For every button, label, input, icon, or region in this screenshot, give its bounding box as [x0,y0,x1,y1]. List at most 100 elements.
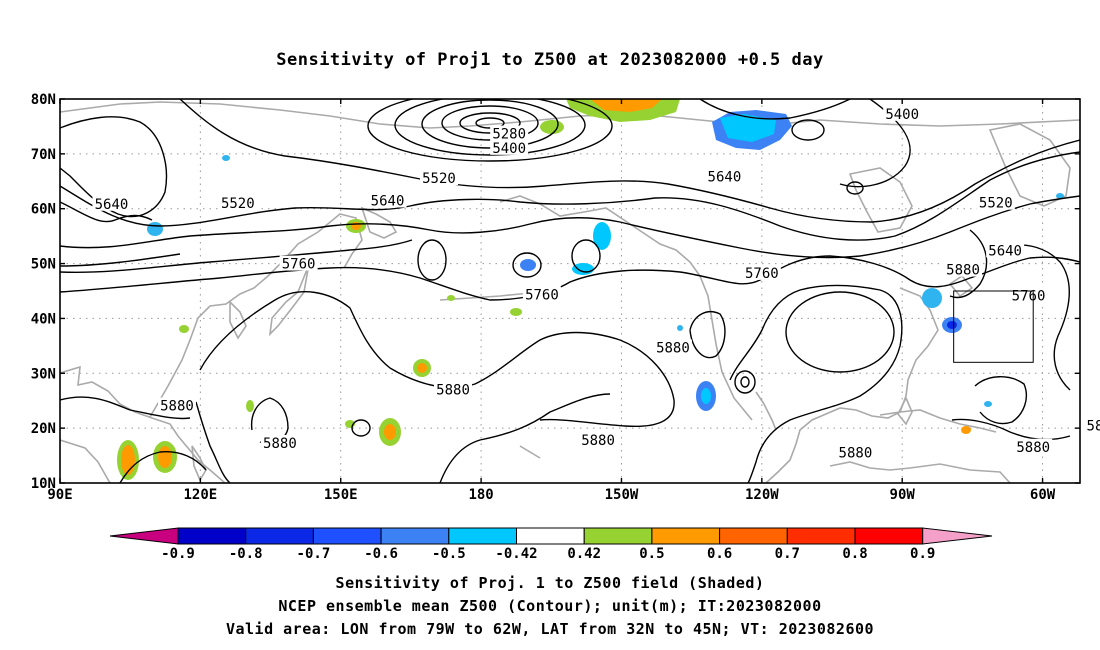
lon-label: 150W [605,487,639,503]
colorbar-label: -0.7 [297,546,331,562]
contour-label: 5880 [656,341,690,357]
contour-5880 [195,401,231,483]
contour-label-bg [157,397,196,413]
colorbar-label: -0.8 [229,546,263,562]
colorbar-box [177,527,247,545]
footer-caption-shading: Sensitivity of Proj. 1 to Z500 field (Sh… [335,574,765,592]
contour-label-bg [986,242,1025,258]
contour-5700 [60,239,413,273]
footer-caption-valid-area: Valid area: LON from 79W to 62W, LAT fro… [225,620,875,638]
sensitivity-shading [117,99,1064,480]
contour-label-bg [1084,417,1100,433]
negative-patch [572,263,594,275]
contour-5580 [60,151,1080,241]
map-axes: 90E 120E 150E 180 150W 120W 90W 60W 80N 70N 60N 50N… [31,92,1080,503]
negative-patch [1056,193,1064,199]
contour-5340 [421,99,559,149]
lat-label: 50N [31,257,56,273]
coastline-korea [229,300,247,340]
positive-patch [179,325,189,333]
colorbar-box [516,527,585,545]
lon-label: 90W [890,487,916,503]
lat-label: 40N [31,311,56,327]
colorbar-box [786,527,856,545]
coastline-florida [897,396,913,426]
negative-patch [922,288,942,308]
coastline-south-america [829,461,1011,483]
negative-patch [147,222,163,236]
contour-label: 5280 [492,127,526,143]
contour-label-bg [522,286,561,302]
lon-label: 180 [468,487,493,503]
colorbar-label: -0.6 [364,546,398,562]
map-frame [59,98,1081,484]
coastline-hudson [848,167,913,233]
contour-label: 5880 [160,399,194,415]
contour-5880 [949,229,988,299]
negative-patch [984,401,992,407]
positive-patch [158,446,172,468]
positive-patch [540,120,564,134]
contour-5880 [785,291,895,373]
contour-5640 [60,201,153,223]
contour-5880 [60,396,191,420]
lat-label: 10N [31,476,56,492]
page-title: Sensitivity of Proj1 to Z500 at 20230820… [276,50,824,70]
positive-patch [246,400,254,412]
colorbar-box [380,527,450,545]
coastline-us-east [765,287,939,483]
contour-label-bg [579,432,618,448]
coastline-india [60,439,111,483]
colorbar-arrow-max [922,527,993,545]
valid-area-box [953,290,1034,363]
coastline-asia [60,365,226,483]
contour-label: 5880 [1016,440,1050,456]
contour-5400 [791,119,825,141]
positive-patch [961,426,971,434]
contour-label: 5520 [979,196,1013,212]
colorbar-label: 0.5 [639,546,664,562]
coastline-philippines [191,445,207,482]
contour-label: 5880 [946,263,980,279]
colorbar-box [448,527,517,545]
coastline-kamchatka [360,206,398,239]
coastline-alaska [499,195,753,421]
contour-label-bg [742,264,781,280]
contour-5880 [729,284,903,483]
contour-5880 [734,370,756,394]
contour-5640 [60,195,1080,259]
contour-5880 [951,418,1071,441]
negative-patch [720,114,776,142]
colorbar-label: -0.5 [432,546,466,562]
footer-caption-contour: NCEP ensemble mean Z500 (Contour); unit(… [278,597,822,615]
lon-label: 90E [47,487,72,503]
contour-label-bg [976,194,1015,210]
positive-patch [447,295,455,301]
colorbar-box [719,527,788,545]
lat-label: 70N [31,147,56,163]
contour-5880 [740,376,750,388]
contour-label-bg [434,381,473,397]
colorbar-box [651,527,721,545]
contour-label: 5400 [492,141,526,157]
coastline-newfoundland [948,274,974,298]
contour-5400 [699,99,851,120]
contour-5280 [475,117,505,129]
contour-5280 [441,105,539,141]
contour-5760 [571,239,601,273]
colorbar-label: 0.7 [775,546,800,562]
contour-5520 [179,99,1080,223]
contour-5880 [351,419,371,437]
contour-5760 [60,253,181,267]
lon-label: 120E [184,487,218,503]
contour-label-bg [883,105,922,121]
contour-label: 5760 [1012,288,1046,304]
colorbar-label: 0.6 [707,546,732,562]
colorbar-arrow-min [109,527,179,545]
negative-patch [593,222,611,250]
negative-patch [520,259,536,271]
contour-label: 5640 [988,243,1022,259]
contour-label-bg [836,444,875,460]
contour-label-bg [279,255,318,271]
contour-5700 [417,239,447,281]
